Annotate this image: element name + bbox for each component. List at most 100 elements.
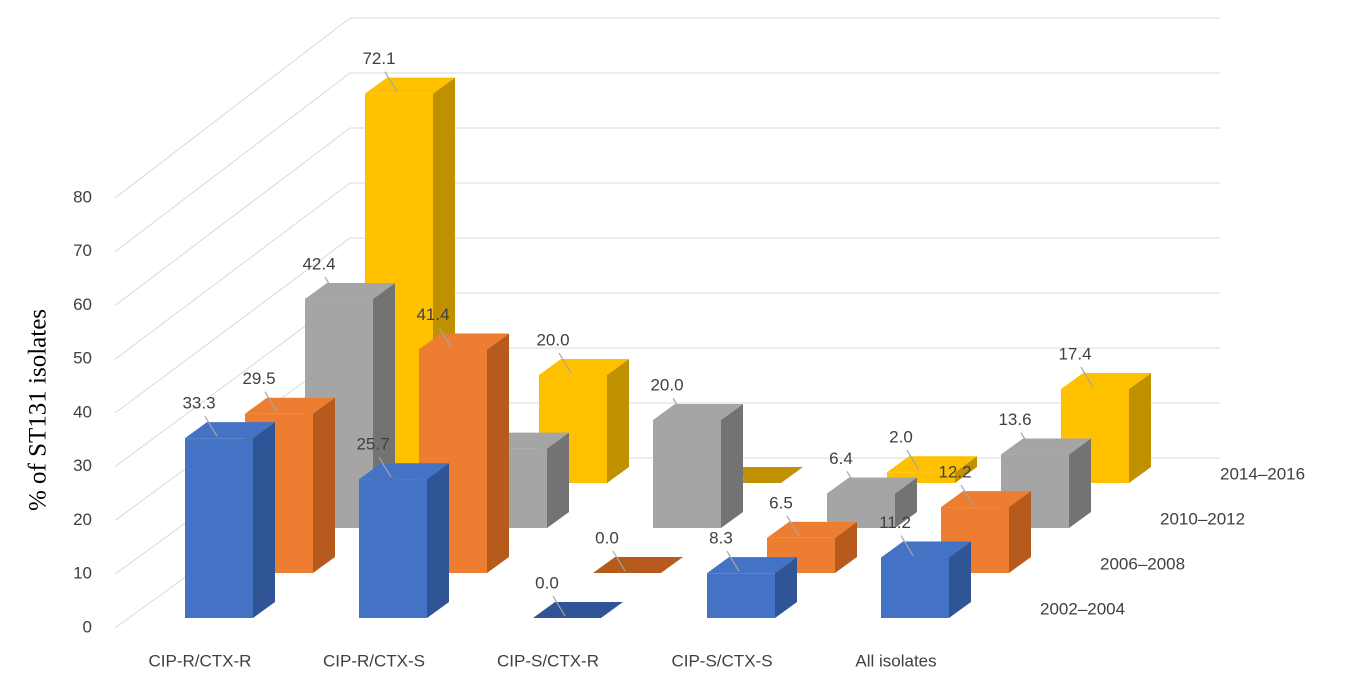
bar-side: [955, 456, 977, 483]
bar-side: [607, 359, 629, 483]
value-label: 11.2: [879, 513, 911, 532]
grid-line: [114, 127, 351, 306]
bar-top: [365, 77, 455, 94]
bar-top: [1001, 438, 1091, 455]
bar: [881, 557, 949, 618]
value-label: 6.5: [769, 493, 793, 512]
value-label: 17.4: [1058, 345, 1091, 364]
bar-side: [487, 333, 509, 573]
bar-top: [887, 456, 977, 473]
grid-line: [114, 237, 351, 414]
label-leader: [264, 391, 278, 413]
label-leader: [846, 471, 860, 492]
label-leader: [384, 71, 398, 92]
bar-top: [185, 422, 275, 439]
series-label: 2006–2008: [1100, 554, 1185, 573]
bar-top: [827, 477, 917, 494]
label-leader: [612, 550, 626, 572]
y-tick-label: 50: [73, 349, 92, 368]
bar-top: [305, 283, 395, 300]
bar-side: [1009, 491, 1031, 573]
label-leader: [1020, 432, 1034, 453]
bar-top: [653, 404, 743, 420]
bar-top: [1061, 373, 1151, 390]
value-label: 20.0: [650, 375, 683, 394]
label-leader: [1080, 366, 1094, 388]
value-label: 13.6: [998, 410, 1031, 429]
bar-top: [941, 491, 1031, 508]
bar-top: [245, 397, 335, 414]
x-tick-label: CIP-R/CTX-S: [323, 651, 425, 670]
label-leader: [906, 449, 920, 471]
y-tick-label: 40: [73, 402, 92, 421]
value-label: 0.0: [535, 573, 559, 592]
y-tick-label: 0: [83, 617, 92, 636]
value-label: 0.0: [595, 528, 619, 547]
series-label: 2010–2012: [1160, 509, 1245, 528]
value-label: 72.1: [362, 49, 395, 68]
label-leader: [726, 550, 740, 572]
label-leader: [204, 415, 218, 437]
label-leader: [552, 595, 566, 617]
y-tick-label: 80: [73, 187, 92, 206]
bar-side: [895, 477, 917, 528]
bar-side: [1069, 438, 1091, 528]
bar: [707, 573, 775, 618]
y-tick-label: 70: [73, 241, 92, 260]
value-label: 41.4: [416, 305, 449, 324]
bar-top: [593, 557, 683, 573]
x-tick-label: CIP-S/CTX-S: [671, 651, 772, 670]
value-label: 33.3: [182, 394, 215, 413]
bar-side: [1129, 373, 1151, 483]
y-tick-label: 60: [73, 295, 92, 314]
bar-side: [547, 432, 569, 528]
value-label: 12.2: [938, 463, 971, 482]
y-tick-label: 30: [73, 456, 92, 475]
bar-top: [707, 557, 797, 574]
x-tick-label: CIP-R/CTX-R: [149, 651, 252, 670]
bar: [185, 438, 253, 618]
series-label: 2002–2004: [1040, 599, 1125, 618]
value-label: 29.5: [242, 369, 275, 388]
value-label: 8.3: [709, 529, 733, 548]
label-leader: [672, 397, 686, 419]
bar: [359, 479, 427, 618]
label-leader: [324, 276, 338, 298]
bar-top: [539, 359, 629, 375]
y-tick-label: 20: [73, 510, 92, 529]
grid-line: [114, 17, 351, 199]
value-label: 2.0: [889, 428, 913, 447]
x-tick-label: All isolates: [855, 651, 936, 670]
bar-side: [949, 541, 971, 618]
bar-top: [419, 333, 509, 350]
label-leader: [438, 327, 452, 348]
label-leader: [960, 484, 974, 506]
bar-top: [881, 541, 971, 558]
label-leader: [378, 456, 392, 478]
label-leader: [786, 515, 800, 537]
x-tick-label: CIP-S/CTX-R: [497, 651, 599, 670]
bar-side: [775, 557, 797, 618]
bar: [653, 420, 721, 528]
grid-line: [114, 72, 351, 253]
value-label: 20.0: [536, 330, 569, 349]
bar-side: [253, 422, 275, 618]
value-label: 6.4: [829, 449, 853, 468]
y-axis-title: % of ST131 isolates: [25, 309, 52, 511]
grid-line: [114, 182, 351, 360]
bar-top: [533, 602, 623, 618]
value-label: 25.7: [356, 435, 389, 454]
bar-side: [721, 404, 743, 528]
bar-side: [835, 521, 857, 573]
value-label: 42.4: [302, 255, 335, 274]
y-tick-label: 10: [73, 564, 92, 583]
bar-side: [313, 397, 335, 573]
label-leader: [900, 535, 914, 556]
label-leader: [558, 352, 572, 374]
bar-side: [427, 463, 449, 618]
series-label: 2014–2016: [1220, 464, 1305, 483]
bar-top: [767, 521, 857, 538]
bar: [887, 472, 955, 483]
bar-top: [359, 463, 449, 480]
